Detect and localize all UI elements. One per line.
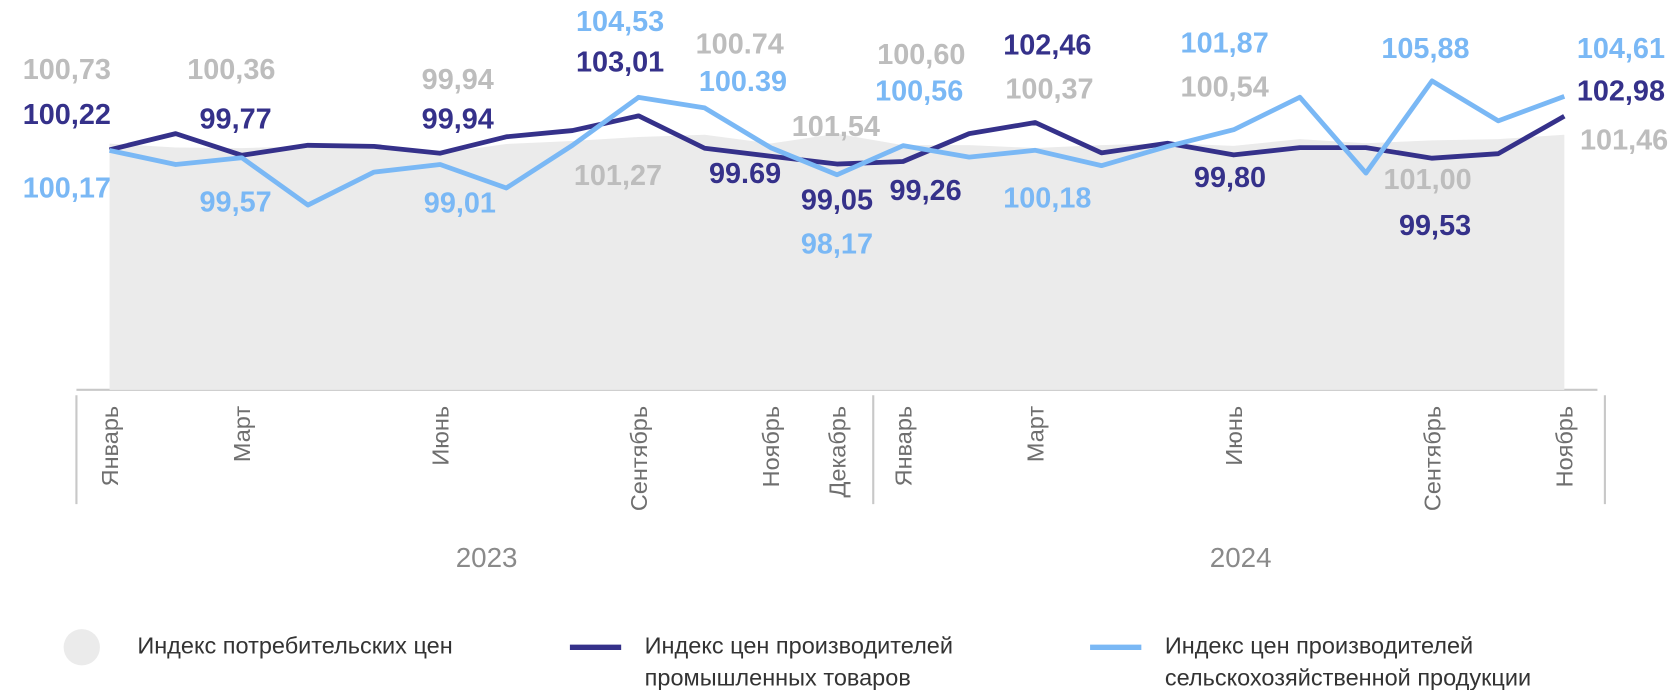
cpi-area <box>109 133 1565 390</box>
value-label: 100,73 <box>23 54 111 86</box>
series-line <box>109 78 1566 208</box>
value-label: 99,77 <box>200 103 272 135</box>
value-label: 99,80 <box>1194 162 1266 194</box>
value-label: 105,88 <box>1381 33 1469 65</box>
value-label: 103,01 <box>576 47 664 79</box>
value-label: 100.74 <box>696 29 784 61</box>
value-label: 98,17 <box>801 228 873 260</box>
x-tick-label: Декабрь <box>824 406 850 498</box>
value-label: 101,46 <box>1580 125 1668 157</box>
value-label: 99,05 <box>801 184 873 216</box>
value-label: 100.39 <box>699 66 787 98</box>
value-label: 102,46 <box>1003 30 1091 62</box>
legend-label: Индекс цен производителей промышленных т… <box>644 632 953 690</box>
series-line <box>108 113 1566 167</box>
value-label: 100,56 <box>875 76 963 108</box>
value-label: 100,22 <box>23 99 111 131</box>
value-label: 99,01 <box>424 188 496 220</box>
value-label: 101,27 <box>574 160 662 192</box>
x-tick-label: Сентябрь <box>626 406 652 511</box>
value-label: 102,98 <box>1577 76 1665 108</box>
legend-swatch <box>63 629 100 666</box>
value-label: 100,60 <box>877 39 965 71</box>
group-label: 2024 <box>1210 542 1272 573</box>
value-label: 100,18 <box>1003 182 1091 214</box>
value-label: 104,61 <box>1577 33 1665 65</box>
value-label: 99,94 <box>422 64 494 96</box>
value-label: 99,26 <box>890 175 962 207</box>
value-label: 100,36 <box>187 54 275 86</box>
value-label: 100,17 <box>23 173 111 205</box>
value-label: 101,87 <box>1181 27 1269 59</box>
legend-entry: Индекс цен производителей сельскохозяйст… <box>1164 632 1532 690</box>
x-tick-label: Март <box>229 406 255 462</box>
value-label: 101,54 <box>792 111 880 143</box>
x-tick-label: Июнь <box>1221 406 1247 466</box>
x-tick-label: Сентябрь <box>1419 406 1445 511</box>
x-tick-label: Ноябрь <box>758 406 784 488</box>
legend-entry: Индекс потребительских цен <box>137 632 453 660</box>
value-label: 99,57 <box>200 187 272 219</box>
value-label: 100,54 <box>1181 71 1269 103</box>
value-label: 101,00 <box>1384 164 1472 196</box>
value-label: 99,94 <box>422 103 494 135</box>
value-label: 99,53 <box>1399 210 1471 242</box>
value-label: 99.69 <box>709 158 781 190</box>
legend-entry: Индекс цен производителей промышленных т… <box>644 632 953 690</box>
value-label: 100,37 <box>1005 73 1093 105</box>
x-tick-label: Март <box>1023 406 1049 462</box>
legend-label: Индекс потребительских цен <box>137 632 453 660</box>
x-tick-label: Январь <box>890 406 916 487</box>
value-label: 104,53 <box>576 6 664 38</box>
x-tick-label: Ноябрь <box>1552 406 1578 488</box>
group-label: 2023 <box>456 542 518 573</box>
x-tick-label: Июнь <box>428 406 454 466</box>
x-tick-label: Январь <box>97 406 123 487</box>
legend-label: Индекс цен производителей сельскохозяйст… <box>1164 632 1532 690</box>
label-layer: 100,73 100,36 99,94 101,27 100.74 101,54 100,6… <box>23 6 1668 260</box>
series-layer <box>108 78 1566 390</box>
